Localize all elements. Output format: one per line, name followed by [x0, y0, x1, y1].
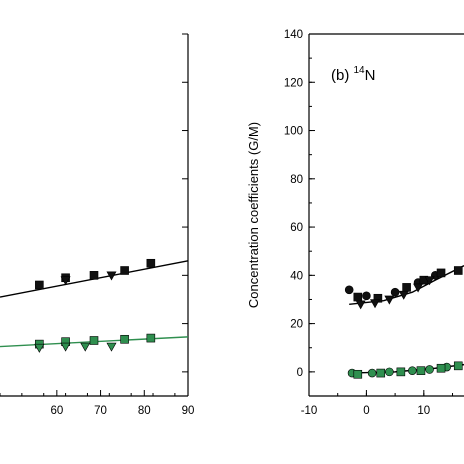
y-tick-label: 0	[297, 367, 303, 379]
data-point-triangle-down	[370, 299, 381, 309]
y-tick-label: 20	[290, 319, 303, 331]
data-point-circle	[425, 365, 434, 374]
data-point-square	[376, 368, 386, 378]
data-point-triangle-down	[424, 276, 435, 286]
x-tick-label: -10	[301, 405, 318, 417]
data-point-triangle-down	[60, 342, 71, 352]
data-point-square	[353, 369, 363, 379]
left-plot-ticks: 60 70 80 90	[0, 33, 195, 417]
y-tick-label: 100	[284, 126, 303, 138]
data-point-square	[89, 336, 99, 345]
panel-label-element: N	[365, 67, 376, 84]
right-plot-y-axis-label: Concentration coefficients (G/M)	[246, 122, 261, 308]
data-point-circle	[390, 287, 400, 297]
data-point-square	[146, 333, 156, 343]
data-point-circle	[344, 285, 354, 295]
data-point-square	[436, 268, 446, 278]
y-tick-label: 40	[290, 270, 303, 282]
data-point-triangle-down	[106, 271, 117, 281]
data-point-triangle-down	[106, 342, 117, 352]
data-point-square	[353, 292, 363, 302]
right-plot-panel-label: (b) 14N	[331, 65, 375, 84]
data-point-square	[453, 361, 463, 371]
data-point-triangle-down	[384, 295, 395, 305]
data-point-square	[120, 266, 129, 275]
data-point-square	[89, 271, 99, 280]
data-point-circle	[408, 366, 417, 375]
data-point-triangle-down	[34, 343, 45, 353]
x-tick-label: 90	[182, 405, 195, 417]
data-point-triangle-down	[413, 283, 424, 293]
data-point-square	[396, 367, 406, 377]
data-point-square	[120, 334, 129, 344]
left-plot-panel: 60 70 80 90	[0, 33, 195, 417]
x-tick-label: 60	[50, 405, 63, 417]
x-tick-label: 70	[94, 405, 107, 417]
panel-label-superscript: 14	[354, 65, 366, 76]
data-point-square	[402, 283, 411, 292]
data-point-triangle-down	[80, 342, 91, 352]
data-point-square	[453, 266, 463, 275]
data-point-square	[146, 258, 156, 268]
data-point-circle	[385, 367, 394, 377]
y-tick-label: 80	[290, 174, 303, 186]
x-tick-label: 0	[363, 405, 369, 417]
right-plot-fit-lines	[349, 265, 464, 374]
right-plot-points	[344, 266, 463, 379]
x-tick-label: 10	[417, 405, 430, 417]
y-tick-label: 60	[290, 222, 303, 234]
x-tick-label: 80	[138, 405, 151, 417]
data-point-circle	[362, 291, 371, 301]
y-tick-label: 140	[284, 29, 303, 41]
data-point-triangle-down	[60, 276, 71, 286]
data-point-circle	[367, 368, 377, 378]
data-point-square	[35, 280, 44, 290]
data-point-triangle-down	[398, 290, 409, 300]
panel-label-prefix: (b)	[331, 67, 354, 84]
y-tick-label: 120	[284, 77, 303, 89]
data-point-square	[416, 366, 426, 375]
left-plot-points	[34, 258, 156, 353]
data-point-square	[436, 363, 446, 373]
data-point-triangle-down	[355, 300, 366, 310]
